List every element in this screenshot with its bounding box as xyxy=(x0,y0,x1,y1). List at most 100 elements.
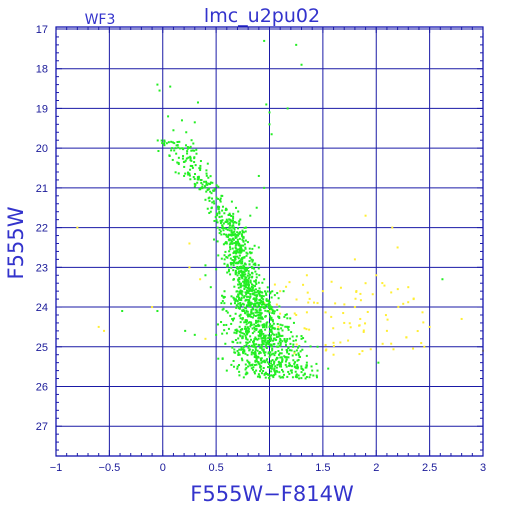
main-sequence-star-point xyxy=(268,301,271,304)
main-sequence-star-point xyxy=(280,327,283,330)
main-sequence-star-point xyxy=(236,295,239,298)
y-tick-label: 22 xyxy=(36,223,48,235)
main-sequence-star-point xyxy=(209,286,212,289)
main-sequence-star-point xyxy=(209,181,212,184)
main-sequence-star-point xyxy=(243,278,246,281)
main-sequence-star-point xyxy=(263,324,266,327)
main-sequence-star-point xyxy=(260,368,263,371)
main-sequence-star-point xyxy=(283,315,286,318)
main-sequence-star-point xyxy=(243,267,246,270)
main-sequence-star-point xyxy=(184,159,187,162)
secondary-star-point xyxy=(97,325,100,328)
main-sequence-star-point xyxy=(309,373,312,376)
main-sequence-star-point xyxy=(250,258,253,261)
main-sequence-star-point xyxy=(268,330,271,333)
main-sequence-star-point xyxy=(253,364,256,367)
main-sequence-star-point xyxy=(186,171,189,174)
main-sequence-star-point xyxy=(270,370,273,373)
main-sequence-star-point xyxy=(172,129,175,132)
main-sequence-star-point xyxy=(263,352,266,355)
main-sequence-star-point xyxy=(262,350,265,353)
main-sequence-star-point xyxy=(242,240,245,243)
main-sequence-star-point xyxy=(189,164,192,167)
secondary-star-point xyxy=(375,274,378,277)
main-sequence-star-point xyxy=(296,363,299,366)
y-tick-label: 26 xyxy=(36,381,48,393)
main-sequence-star-point xyxy=(292,321,295,324)
main-sequence-star-point xyxy=(248,301,251,304)
main-sequence-star-point xyxy=(262,300,265,303)
main-sequence-star-point xyxy=(189,178,192,181)
main-sequence-star-point xyxy=(273,312,276,315)
secondary-star-point xyxy=(369,348,372,351)
main-sequence-star-point xyxy=(286,349,289,352)
secondary-star-point xyxy=(295,298,298,301)
main-sequence-star-point xyxy=(243,332,246,335)
main-sequence-star-point xyxy=(305,354,308,357)
secondary-star-point xyxy=(151,306,154,309)
main-sequence-star-point xyxy=(205,169,208,172)
main-sequence-star-point xyxy=(248,296,251,299)
main-sequence-star-point xyxy=(227,268,230,271)
main-sequence-star-point xyxy=(231,219,234,222)
main-sequence-star-point xyxy=(238,374,241,377)
main-sequence-star-point xyxy=(235,261,238,264)
secondary-star-point xyxy=(305,274,308,277)
main-sequence-star-point xyxy=(316,369,319,372)
main-sequence-star-point xyxy=(238,220,241,223)
main-sequence-star-point xyxy=(258,301,261,304)
main-sequence-star-point xyxy=(237,232,240,235)
main-sequence-star-point xyxy=(286,351,289,354)
main-sequence-star-point xyxy=(223,212,226,215)
main-sequence-star-point xyxy=(235,271,238,274)
main-sequence-star-point xyxy=(249,325,252,328)
main-sequence-star-point xyxy=(254,346,257,349)
main-sequence-star-point xyxy=(215,212,218,215)
main-sequence-star-point xyxy=(264,309,267,312)
main-sequence-star-point xyxy=(228,224,231,227)
main-sequence-star-point xyxy=(227,254,230,257)
main-sequence-star-point xyxy=(216,221,219,224)
main-sequence-star-point xyxy=(228,229,231,232)
main-sequence-star-point xyxy=(290,365,293,368)
main-sequence-star-point xyxy=(245,310,248,313)
main-sequence-star-point xyxy=(250,308,253,311)
main-sequence-star-point xyxy=(255,279,258,282)
main-sequence-star-point xyxy=(240,303,243,306)
main-sequence-star-point xyxy=(259,335,262,338)
main-sequence-star-point xyxy=(268,343,271,346)
main-sequence-star-point xyxy=(250,312,253,315)
main-sequence-star-point xyxy=(243,271,246,274)
main-sequence-star-point xyxy=(269,325,272,328)
main-sequence-star-point xyxy=(271,320,274,323)
main-sequence-star-point xyxy=(253,326,256,329)
main-sequence-star-point xyxy=(238,290,241,293)
main-sequence-star-point xyxy=(242,309,245,312)
main-sequence-star-point xyxy=(231,226,234,229)
secondary-star-point xyxy=(364,282,367,285)
main-sequence-star-point xyxy=(242,351,245,354)
main-sequence-star-point xyxy=(238,292,241,295)
main-sequence-star-point xyxy=(209,175,212,178)
main-sequence-star-point xyxy=(278,375,281,378)
main-sequence-star-point xyxy=(242,346,245,349)
main-sequence-star-point xyxy=(239,231,242,234)
main-sequence-star-point xyxy=(300,367,303,370)
main-sequence-star-point xyxy=(247,281,250,284)
main-sequence-star-point xyxy=(260,357,263,360)
main-sequence-star-point xyxy=(270,360,273,363)
main-sequence-star-point xyxy=(277,328,280,331)
main-sequence-star-point xyxy=(224,242,227,245)
main-sequence-star-point xyxy=(190,159,193,162)
main-sequence-star-point xyxy=(280,365,283,368)
main-sequence-star-point xyxy=(257,292,260,295)
main-sequence-star-point xyxy=(269,339,272,342)
main-sequence-star-point xyxy=(254,308,257,311)
main-sequence-star-point xyxy=(191,164,194,167)
main-sequence-star-point xyxy=(200,181,203,184)
main-sequence-star-point xyxy=(267,306,270,309)
main-sequence-star-point xyxy=(268,363,271,366)
secondary-star-point xyxy=(288,281,291,284)
main-sequence-star-point xyxy=(278,340,281,343)
y-tick-label: 18 xyxy=(36,64,48,76)
